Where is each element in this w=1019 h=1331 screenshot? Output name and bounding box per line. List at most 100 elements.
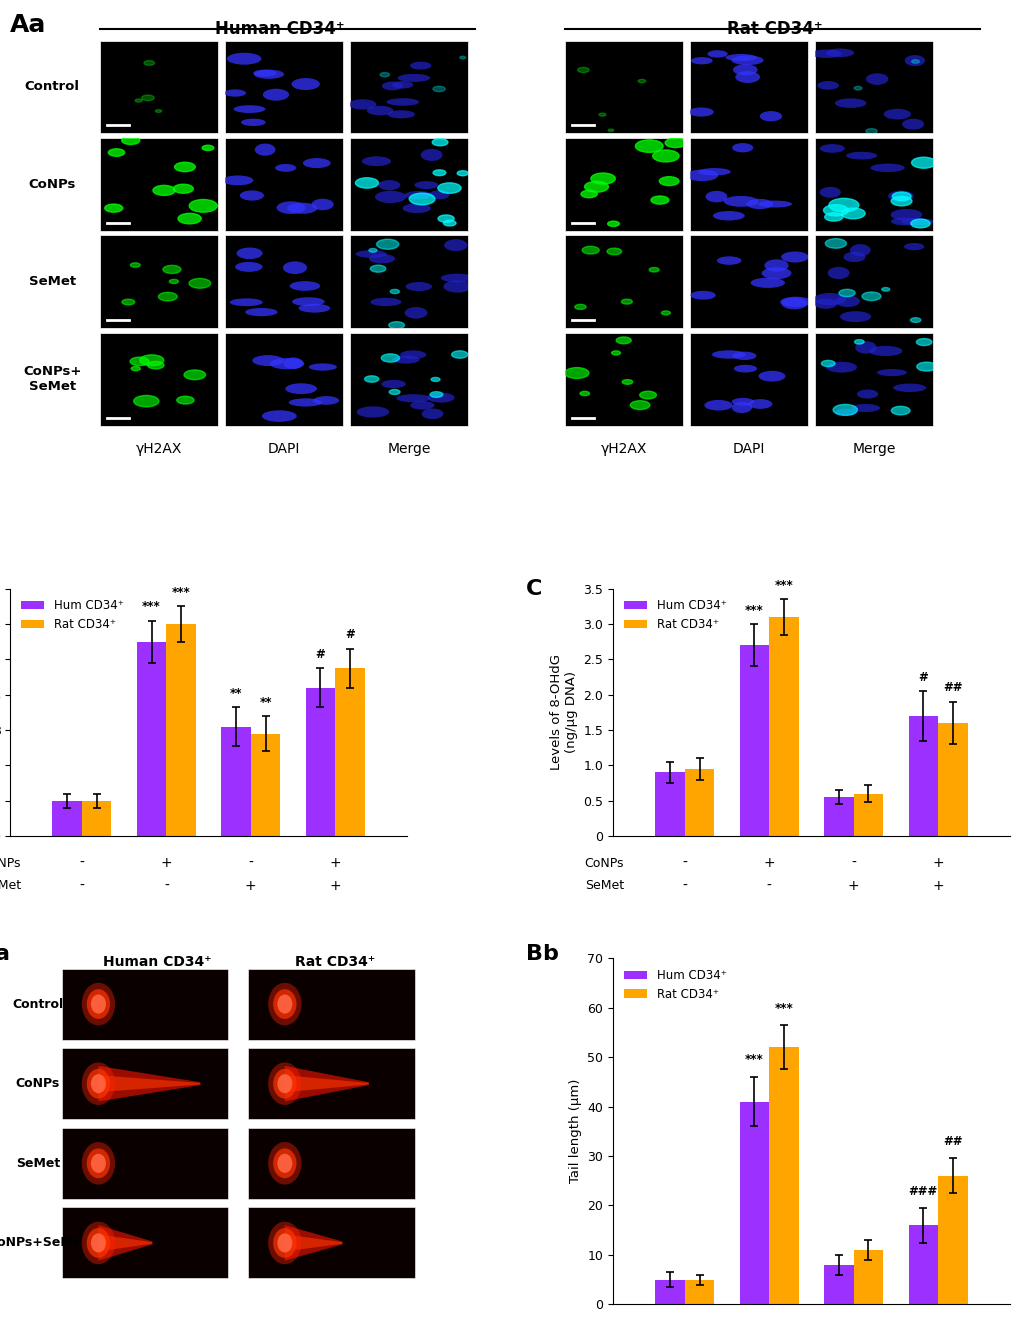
Circle shape xyxy=(615,337,631,343)
Circle shape xyxy=(909,318,920,322)
Circle shape xyxy=(664,138,686,148)
Bar xyxy=(768,1047,798,1304)
Circle shape xyxy=(163,265,180,273)
Ellipse shape xyxy=(82,1222,115,1264)
Bar xyxy=(565,40,683,133)
Bar xyxy=(908,1226,937,1304)
Ellipse shape xyxy=(356,250,386,258)
Ellipse shape xyxy=(303,158,330,168)
Circle shape xyxy=(891,406,909,415)
Ellipse shape xyxy=(313,397,339,405)
Ellipse shape xyxy=(91,1154,106,1173)
Ellipse shape xyxy=(440,274,474,282)
Circle shape xyxy=(369,249,377,252)
Bar xyxy=(689,40,807,133)
Ellipse shape xyxy=(273,989,297,1020)
Ellipse shape xyxy=(761,268,791,280)
Circle shape xyxy=(174,162,195,172)
Circle shape xyxy=(865,129,876,133)
Bar xyxy=(814,333,932,426)
Text: ***: *** xyxy=(773,1001,793,1014)
Circle shape xyxy=(828,198,858,212)
Ellipse shape xyxy=(414,181,438,189)
Ellipse shape xyxy=(781,252,808,262)
Bar xyxy=(937,723,967,836)
Bar xyxy=(565,333,683,426)
Text: +: + xyxy=(160,856,172,870)
Text: #: # xyxy=(917,671,927,684)
Ellipse shape xyxy=(901,118,923,129)
Circle shape xyxy=(854,339,863,343)
Bar xyxy=(739,1102,768,1304)
Ellipse shape xyxy=(387,110,415,118)
Text: DAPI: DAPI xyxy=(732,442,764,455)
Circle shape xyxy=(432,138,447,146)
Bar xyxy=(62,1127,228,1199)
Circle shape xyxy=(606,248,621,254)
Circle shape xyxy=(158,293,177,301)
Ellipse shape xyxy=(87,989,110,1020)
Ellipse shape xyxy=(312,198,333,210)
Text: CoNPs: CoNPs xyxy=(0,857,21,869)
Text: -: - xyxy=(164,878,168,893)
Ellipse shape xyxy=(91,994,106,1014)
Ellipse shape xyxy=(690,57,712,64)
Ellipse shape xyxy=(268,1222,302,1264)
Circle shape xyxy=(880,287,889,291)
Ellipse shape xyxy=(268,1142,302,1185)
Ellipse shape xyxy=(758,201,792,208)
Circle shape xyxy=(176,397,194,405)
Text: Control: Control xyxy=(12,997,63,1010)
Circle shape xyxy=(409,193,434,205)
Ellipse shape xyxy=(826,266,849,280)
Bar xyxy=(565,236,683,329)
Circle shape xyxy=(607,221,619,226)
Circle shape xyxy=(433,170,445,176)
Text: CoNPs+
SeMet: CoNPs+ SeMet xyxy=(23,366,82,394)
Ellipse shape xyxy=(277,994,292,1014)
Ellipse shape xyxy=(427,393,454,402)
Bar xyxy=(853,793,882,836)
Ellipse shape xyxy=(226,53,261,65)
Ellipse shape xyxy=(263,89,288,101)
Bar xyxy=(100,236,218,329)
Circle shape xyxy=(630,401,649,410)
Ellipse shape xyxy=(392,355,420,363)
Polygon shape xyxy=(98,1066,200,1102)
Ellipse shape xyxy=(733,64,757,76)
Circle shape xyxy=(388,322,405,329)
Bar xyxy=(684,1279,713,1304)
Ellipse shape xyxy=(846,152,876,160)
Ellipse shape xyxy=(410,61,431,69)
Ellipse shape xyxy=(816,81,839,89)
Bar xyxy=(565,138,683,230)
Ellipse shape xyxy=(405,307,427,318)
Ellipse shape xyxy=(285,383,317,394)
Text: Rat CD34⁺: Rat CD34⁺ xyxy=(727,20,822,39)
Ellipse shape xyxy=(275,164,297,172)
Ellipse shape xyxy=(876,369,906,377)
Bar xyxy=(689,138,807,230)
Ellipse shape xyxy=(888,190,913,202)
Legend: Hum CD34⁺, Rat CD34⁺: Hum CD34⁺, Rat CD34⁺ xyxy=(619,595,731,636)
Y-axis label: Tail length (μm): Tail length (μm) xyxy=(569,1079,581,1183)
Ellipse shape xyxy=(810,49,842,59)
Circle shape xyxy=(189,278,211,289)
Circle shape xyxy=(142,95,154,101)
Bar xyxy=(248,1049,415,1119)
Circle shape xyxy=(607,129,613,132)
Circle shape xyxy=(820,361,835,366)
Bar xyxy=(350,333,468,426)
Bar xyxy=(100,333,218,426)
Circle shape xyxy=(177,213,201,224)
Circle shape xyxy=(635,140,662,152)
Text: Bb: Bb xyxy=(526,944,558,965)
Circle shape xyxy=(861,291,880,301)
Circle shape xyxy=(381,354,399,362)
Circle shape xyxy=(169,280,178,284)
Circle shape xyxy=(437,182,461,193)
Polygon shape xyxy=(98,1075,200,1093)
Bar xyxy=(853,1250,882,1304)
Y-axis label: Levels of 8-OHdG
(ng/μg DNA): Levels of 8-OHdG (ng/μg DNA) xyxy=(549,655,578,771)
Ellipse shape xyxy=(854,341,875,354)
